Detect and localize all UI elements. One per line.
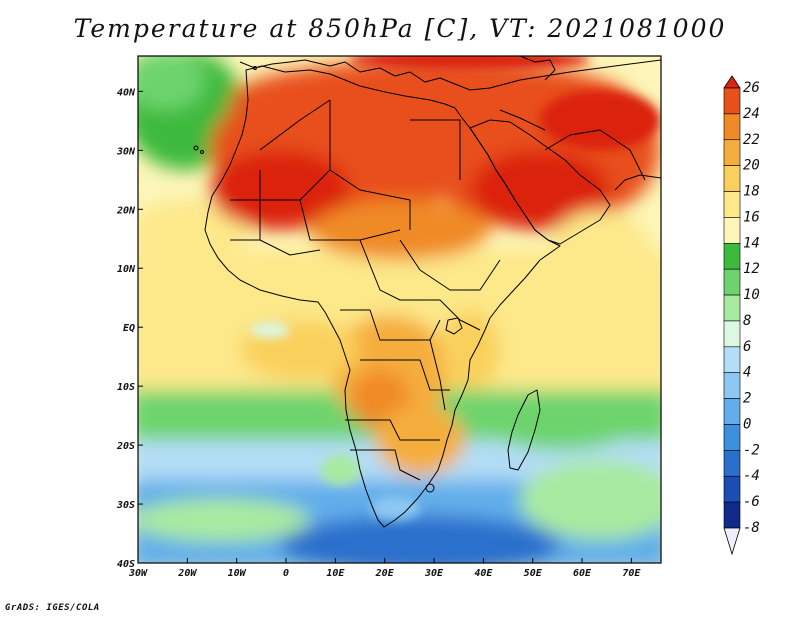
grads-credit: GrADS: IGES/COLA <box>5 603 100 613</box>
x-tick-label: 20W <box>177 568 197 579</box>
colorbar-segment <box>723 424 741 451</box>
colorbar-label: 22 <box>743 132 760 148</box>
colorbar-label: 18 <box>743 184 760 200</box>
colorbar-label: -2 <box>743 442 760 458</box>
colorbar-label: 2 <box>743 391 751 407</box>
colorbar-label: 14 <box>743 235 760 251</box>
x-tick-label: 0 <box>283 568 289 579</box>
colorbar-label: 16 <box>743 209 760 225</box>
colorbar-segment <box>723 320 741 348</box>
plot-frame <box>137 55 662 564</box>
colorbar-label: 26 <box>743 80 760 96</box>
x-tick-label: 50E <box>524 568 543 579</box>
colorbar-segment <box>723 268 741 296</box>
colorbar-label: 8 <box>743 313 751 329</box>
y-axis: 40N 30N 20N 10N EQ 10S 20S 30S 40S <box>116 87 143 570</box>
x-tick-label: 30W <box>128 568 148 579</box>
temperature-field <box>138 56 661 563</box>
colorbar-label: 20 <box>743 158 760 174</box>
colorbar-label: 0 <box>743 416 751 432</box>
colorbar-segment <box>723 475 741 503</box>
x-tick-label: 10W <box>228 568 247 579</box>
y-tick-label: 10S <box>117 382 135 393</box>
y-tick-label: 20S <box>116 441 135 452</box>
colorbar-bottom-arrow <box>723 527 741 556</box>
colorbar-label: -4 <box>743 468 760 484</box>
coastlines <box>193 56 661 528</box>
colorbar-label: 10 <box>743 287 760 303</box>
x-tick-label: 30E <box>424 568 444 579</box>
colorbar-label: 24 <box>743 106 760 122</box>
x-tick-label: 40E <box>474 568 493 579</box>
y-tick-label: 10N <box>117 264 136 275</box>
colorbar-segment <box>723 398 741 425</box>
colorbar-top-arrow <box>723 75 741 89</box>
map-title: Temperature at 850hPa [C], VT: 202108100… <box>73 14 727 43</box>
colorbar-label: 6 <box>743 339 751 355</box>
y-tick-label: 20N <box>116 205 136 216</box>
colorbar-segment <box>723 242 741 270</box>
y-tick-label: 30S <box>116 500 135 511</box>
y-tick-label: EQ <box>123 323 135 334</box>
y-tick-label: 40S <box>117 559 135 570</box>
x-tick-label: 10E <box>326 568 345 579</box>
colorbar-segment <box>723 346 741 374</box>
colorbar-label: -8 <box>743 520 760 536</box>
colorbar-label: -6 <box>743 494 760 510</box>
colorbar-segment <box>723 191 741 218</box>
colorbar-segment <box>723 113 741 141</box>
colorbar-segment <box>723 501 741 529</box>
colorbar-segment <box>723 294 741 322</box>
colorbar-segment <box>723 217 741 244</box>
x-tick-label: 20E <box>375 568 395 579</box>
x-tick-label: 70E <box>622 568 641 579</box>
colorbar-segment <box>723 165 741 192</box>
colorbar-label: 4 <box>743 365 751 381</box>
y-tick-label: 40N <box>117 87 136 98</box>
x-tick-label: 60E <box>573 568 592 579</box>
colorbar-segment <box>723 450 741 477</box>
colorbar-label: 12 <box>743 261 760 277</box>
colorbar-segment <box>723 87 741 115</box>
colorbar-segment <box>723 139 741 166</box>
y-tick-label: 30N <box>116 146 136 157</box>
x-axis: 30W 20W 10W 0 10E 20E 30E 40E 50E 60E 70E <box>128 558 641 579</box>
colorbar-segment <box>723 372 741 399</box>
